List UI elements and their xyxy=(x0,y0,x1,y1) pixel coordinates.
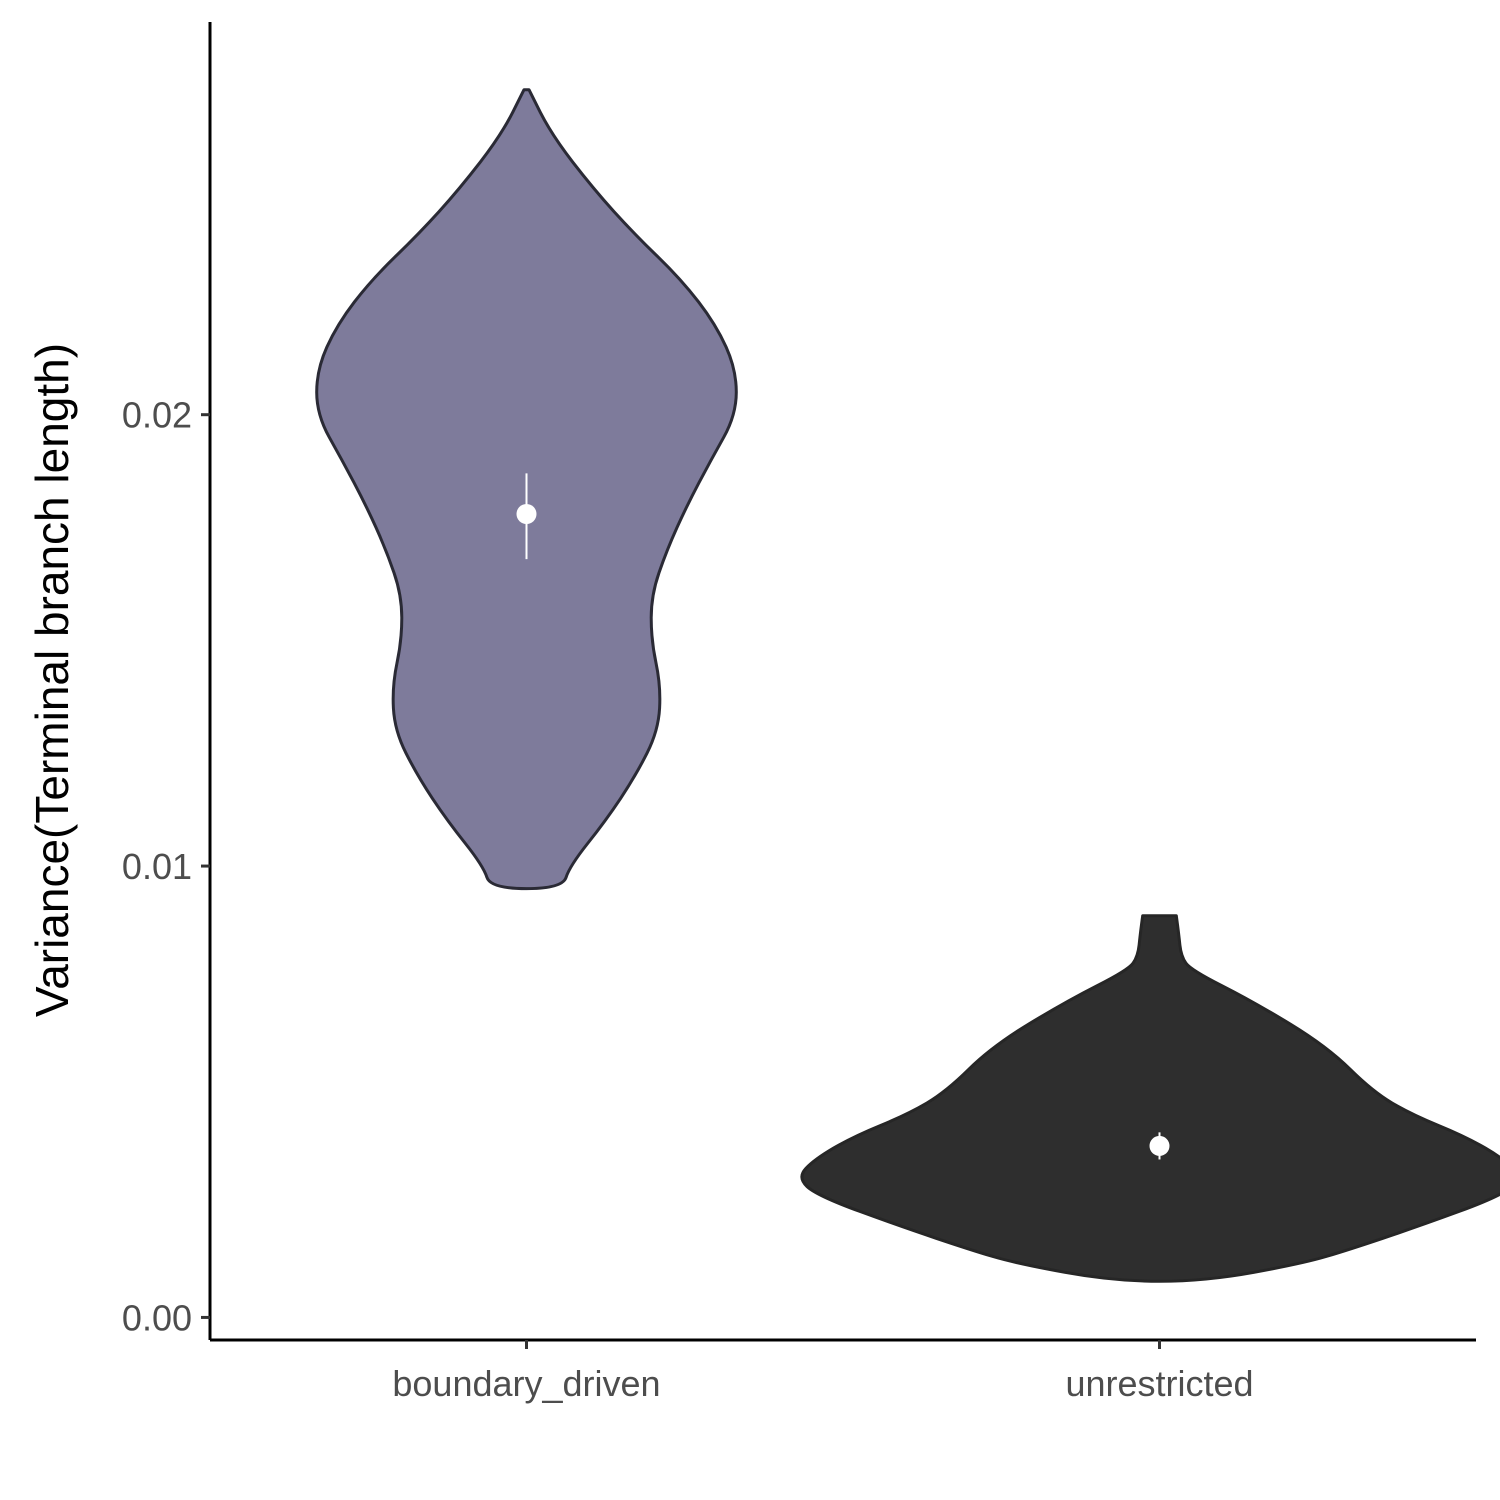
x-tick-label: unrestricted xyxy=(1065,1363,1253,1404)
x-tick-label: boundary_driven xyxy=(392,1363,660,1404)
y-axis-title: Variance(Terminal branch length) xyxy=(26,343,78,1017)
violin-unrestricted xyxy=(800,914,1500,1283)
y-tick-label: 0.02 xyxy=(122,395,192,436)
violins-layer xyxy=(315,88,1500,1283)
mean-point-boundary-driven xyxy=(516,503,537,524)
axes-layer: 0.00 0.01 0.02 boundary_driven unrestricted xyxy=(122,22,1476,1404)
y-tick-label: 0.01 xyxy=(122,846,192,887)
y-tick-label: 0.00 xyxy=(122,1297,192,1338)
mean-point-unrestricted xyxy=(1149,1135,1170,1156)
